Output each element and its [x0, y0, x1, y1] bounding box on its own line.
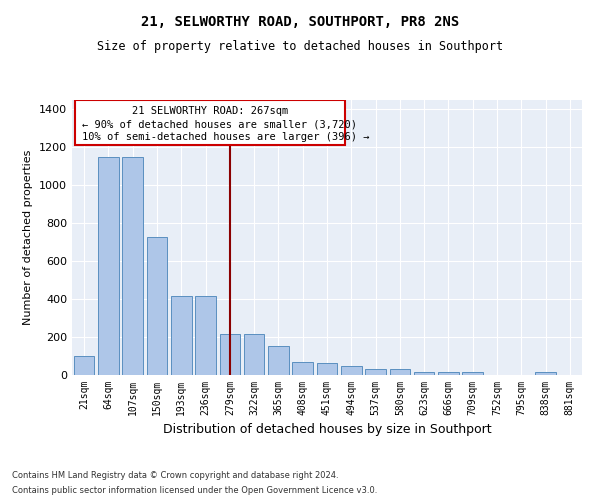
Bar — [146, 236, 167, 375]
Text: 21 SELWORTHY ROAD: 267sqm: 21 SELWORTHY ROAD: 267sqm — [131, 106, 288, 116]
Bar — [389, 370, 410, 375]
Text: Size of property relative to detached houses in Southport: Size of property relative to detached ho… — [97, 40, 503, 53]
Bar — [98, 157, 119, 375]
Bar — [317, 362, 337, 375]
Bar — [341, 366, 362, 375]
FancyBboxPatch shape — [74, 100, 345, 146]
Bar — [122, 157, 143, 375]
Text: Contains HM Land Registry data © Crown copyright and database right 2024.: Contains HM Land Registry data © Crown c… — [12, 471, 338, 480]
X-axis label: Distribution of detached houses by size in Southport: Distribution of detached houses by size … — [163, 424, 491, 436]
Bar — [292, 362, 313, 375]
Text: Contains public sector information licensed under the Open Government Licence v3: Contains public sector information licen… — [12, 486, 377, 495]
Text: ← 90% of detached houses are smaller (3,720): ← 90% of detached houses are smaller (3,… — [82, 119, 357, 129]
Bar — [171, 296, 191, 375]
Bar — [535, 372, 556, 375]
Y-axis label: Number of detached properties: Number of detached properties — [23, 150, 34, 325]
Bar — [463, 372, 483, 375]
Bar — [438, 372, 459, 375]
Bar — [220, 334, 240, 375]
Bar — [268, 346, 289, 375]
Text: 21, SELWORTHY ROAD, SOUTHPORT, PR8 2NS: 21, SELWORTHY ROAD, SOUTHPORT, PR8 2NS — [141, 15, 459, 29]
Bar — [365, 370, 386, 375]
Bar — [244, 334, 265, 375]
Bar — [414, 372, 434, 375]
Bar — [195, 296, 216, 375]
Text: 10% of semi-detached houses are larger (396) →: 10% of semi-detached houses are larger (… — [82, 132, 370, 141]
Bar — [74, 356, 94, 375]
